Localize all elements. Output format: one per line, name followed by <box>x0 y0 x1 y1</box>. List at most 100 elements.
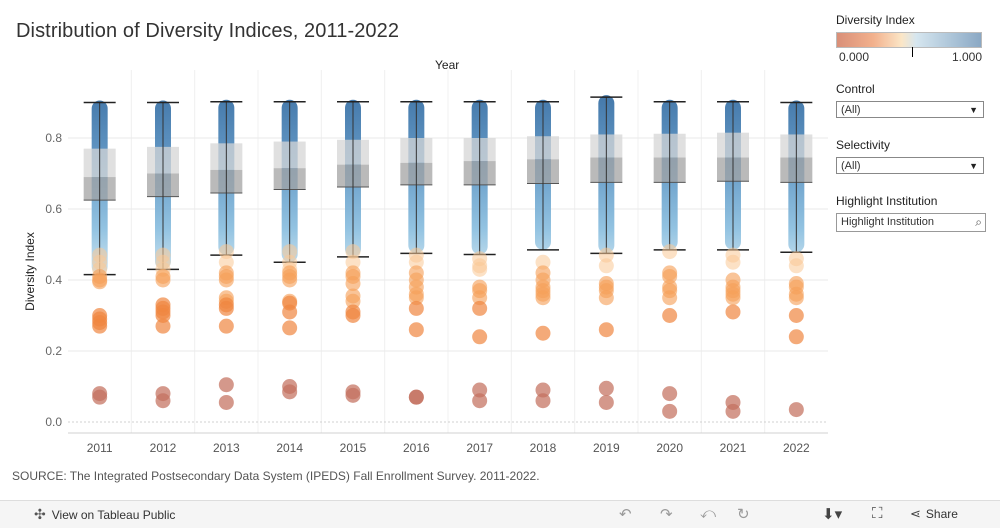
outlier-point <box>788 290 804 306</box>
fullscreen-icon[interactable]: ⛶ <box>872 505 883 522</box>
outlier-point <box>218 377 234 393</box>
outlier-point <box>155 272 171 288</box>
outlier-point <box>662 290 678 306</box>
share-button[interactable]: ⋖ Share <box>910 506 958 522</box>
highlight-placeholder: Highlight Institution <box>841 216 934 228</box>
outlier-point <box>598 290 614 306</box>
diversity-boxplot-chart: 0.0 0.2 0.4 0.6 0.8 Diversity Index 2011 2012 20… <box>23 70 828 455</box>
download-icon[interactable]: ⬇▾ <box>822 506 843 523</box>
share-icon: ⋖ <box>910 506 921 521</box>
outlier-point <box>155 318 171 334</box>
y-tick-label: 0.0 <box>45 415 62 429</box>
x-tick-label: 2016 <box>403 441 430 455</box>
legend-gradient-bar <box>836 32 982 57</box>
y-tick-label: 0.8 <box>45 131 62 145</box>
outlier-point <box>472 300 488 316</box>
highlight-institution: Highlight Institution Highlight Institut… <box>836 194 986 232</box>
x-tick-label: 2011 <box>87 441 113 455</box>
selectivity-dropdown-value: (All) <box>841 160 861 172</box>
outlier-point <box>282 272 298 288</box>
x-tick-label: 2021 <box>720 441 747 455</box>
column-header-year: Year <box>435 58 460 72</box>
outlier-point <box>218 272 234 288</box>
outlier-point <box>472 382 488 398</box>
year-column-2021: 2021 <box>717 99 749 455</box>
year-column-2018: 2018 <box>527 99 559 455</box>
outlier-point <box>155 308 171 323</box>
year-column-2014: 2014 <box>273 99 306 455</box>
selectivity-dropdown[interactable]: (All) ▼ <box>836 157 984 174</box>
chevron-down-icon: ▼ <box>969 105 978 115</box>
tableau-toolbar: ✣ View on Tableau Public ↶ ↷ ⤺ ↻ ⬇▾ ⛶ ⋖ … <box>0 500 1000 528</box>
x-tick-label: 2013 <box>213 441 240 455</box>
outlier-point <box>472 329 488 345</box>
filter-selectivity: Selectivity (All) ▼ <box>836 138 986 174</box>
chart-title: Distribution of Diversity Indices, 2011-… <box>16 20 400 42</box>
x-tick-label: 2015 <box>340 441 367 455</box>
legend-max-label: 1.000 <box>951 50 982 64</box>
view-on-tableau-link[interactable]: ✣ View on Tableau Public <box>34 506 175 523</box>
outlier-point <box>345 308 361 323</box>
outlier-point <box>408 322 424 338</box>
x-tick-label: 2018 <box>530 441 557 455</box>
year-column-2017: 2017 <box>463 99 496 455</box>
filter-control: Control (All) ▼ <box>836 82 986 118</box>
control-dropdown[interactable]: (All) ▼ <box>836 101 984 118</box>
outlier-point <box>662 308 678 323</box>
outlier-point <box>662 244 678 260</box>
outlier-point <box>788 258 804 274</box>
revert-icon[interactable]: ⤺ <box>700 505 717 522</box>
outlier-point <box>598 322 614 338</box>
year-column-2011: 2011 <box>83 100 116 455</box>
outlier-point <box>535 325 551 341</box>
outlier-point <box>282 244 298 260</box>
legend-marker <box>912 47 913 57</box>
outlier-point <box>662 268 678 284</box>
highlight-search-input[interactable]: Highlight Institution ⌕ <box>836 213 986 232</box>
outlier-point <box>92 274 108 290</box>
outlier-point <box>345 387 361 403</box>
outlier-point <box>345 254 361 270</box>
outlier-point <box>598 247 614 263</box>
outlier-point <box>535 290 551 306</box>
outlier-point <box>92 389 108 405</box>
x-tick-label: 2012 <box>150 441 177 455</box>
chevron-down-icon: ▼ <box>969 161 978 171</box>
redo-icon[interactable]: ↷ <box>660 506 673 523</box>
outlier-point <box>218 254 234 270</box>
y-axis-label: Diversity Index <box>23 232 37 311</box>
outlier-point <box>662 403 678 419</box>
x-tick-label: 2020 <box>656 441 683 455</box>
x-tick-label: 2017 <box>466 441 493 455</box>
outlier-point <box>788 329 804 345</box>
year-column-2019: 2019 <box>590 95 623 455</box>
outlier-point <box>725 304 741 320</box>
highlight-label: Highlight Institution <box>836 194 938 208</box>
y-tick-label: 0.6 <box>45 202 62 216</box>
outlier-point <box>725 403 741 419</box>
refresh-icon[interactable]: ↻ <box>737 506 750 523</box>
outlier-point <box>345 293 361 309</box>
outlier-point <box>472 290 488 306</box>
outlier-point <box>218 318 234 334</box>
outlier-point <box>408 389 424 405</box>
tableau-logo-icon: ✣ <box>34 506 46 522</box>
undo-icon[interactable]: ↶ <box>619 506 632 523</box>
outlier-point <box>408 300 424 316</box>
outlier-point <box>218 300 234 316</box>
outlier-point <box>218 244 234 260</box>
outlier-point <box>282 304 298 320</box>
outlier-point <box>155 393 171 409</box>
outlier-point <box>598 380 614 396</box>
color-legend: Diversity Index 0.000 1.000 <box>836 13 986 64</box>
filter-selectivity-label: Selectivity <box>836 138 891 152</box>
year-column-2012: 2012 <box>147 100 179 455</box>
outlier-point <box>535 382 551 398</box>
year-column-2013: 2013 <box>210 99 243 455</box>
outlier-point <box>345 244 361 260</box>
control-dropdown-value: (All) <box>841 104 861 116</box>
year-column-2015: 2015 <box>337 99 369 455</box>
year-column-2020: 2020 <box>653 99 686 455</box>
year-column-2022: 2022 <box>780 100 813 455</box>
outlier-point <box>282 384 298 400</box>
